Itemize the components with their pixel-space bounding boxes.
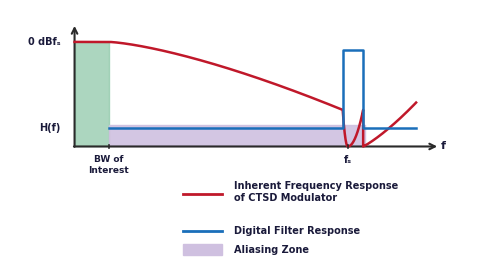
Text: Inherent Frequency Response
of CTSD Modulator: Inherent Frequency Response of CTSD Modu… [234,181,399,203]
Text: H(f): H(f) [40,123,61,133]
Text: f: f [441,141,446,151]
Bar [183,244,222,255]
Text: BW of
Interest: BW of Interest [88,155,129,175]
Text: Digital Filter Response: Digital Filter Response [234,226,360,236]
Text: fₛ: fₛ [344,155,352,165]
Text: Aliasing Zone: Aliasing Zone [234,245,309,255]
Text: 0 dBfₛ: 0 dBfₛ [28,37,61,47]
